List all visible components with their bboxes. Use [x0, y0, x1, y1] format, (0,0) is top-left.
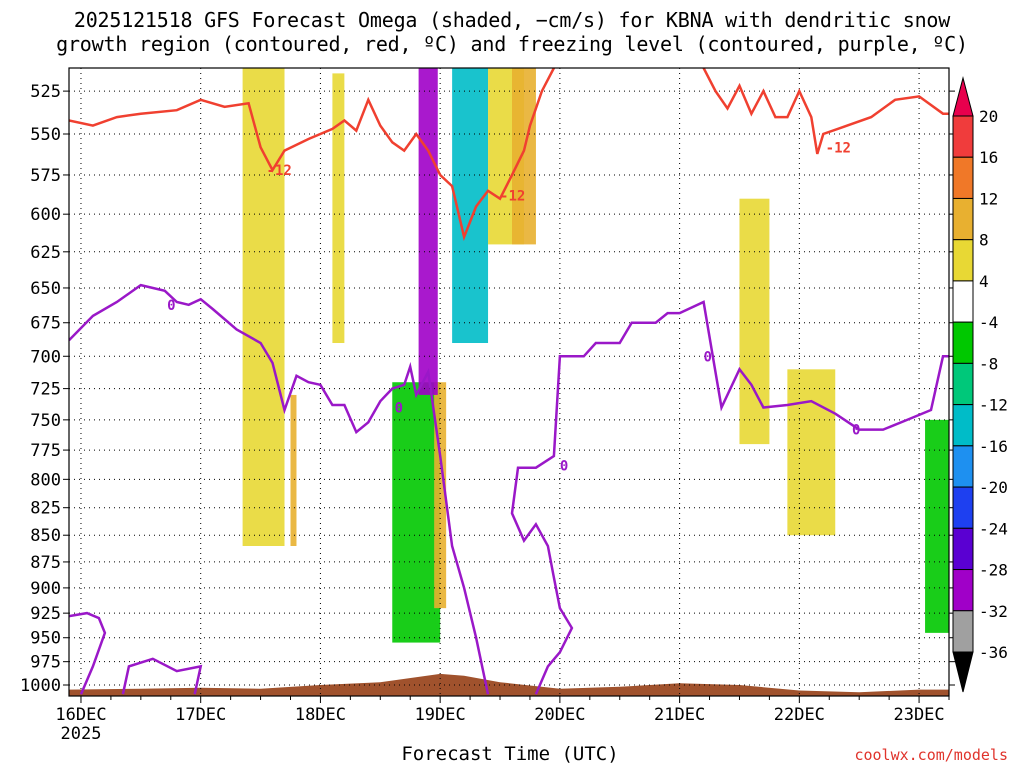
colorbar-swatch-7	[952, 362, 974, 406]
colorbar-tick--36: -36	[979, 643, 1008, 662]
x-tick-label-19DEC: 19DEC	[415, 705, 466, 725]
y-tick-label-575: 575	[30, 166, 61, 186]
dgz-contour-label-0: -12	[267, 163, 292, 179]
omega-region-10	[787, 369, 836, 536]
colorbar-swatch-4	[952, 239, 974, 282]
freezing-contour-left	[69, 283, 490, 695]
omega-region-9	[739, 198, 770, 445]
omega-region-6	[452, 68, 489, 344]
colorbar-tick-12: 12	[979, 189, 998, 208]
colorbar-tick--28: -28	[979, 561, 1008, 580]
y-tick-label-600: 600	[30, 205, 61, 225]
colorbar-top-arrow	[952, 76, 974, 117]
y-tick-label-650: 650	[30, 279, 61, 299]
colorbar-tick--4: -4	[979, 313, 998, 332]
y-tick-label-875: 875	[30, 553, 61, 573]
omega-region-3	[392, 382, 441, 643]
chart-title: 2025121518 GFS Forecast Omega (shaded, −…	[0, 8, 1024, 56]
omega-region-1	[290, 394, 297, 546]
x-axis-title: Forecast Time (UTC)	[401, 743, 619, 765]
freezing-contour-label-2: 0	[560, 458, 568, 474]
y-tick-label-825: 825	[30, 499, 61, 519]
freezing-contour-fragment-2	[121, 657, 203, 695]
freezing-contour-label-3: 0	[704, 349, 712, 365]
omega-shading-layer	[242, 68, 949, 643]
y-tick-label-525: 525	[30, 82, 61, 102]
y-tick-label-950: 950	[30, 629, 61, 649]
freezing-contour-right	[510, 300, 949, 695]
omega-region-4	[434, 382, 447, 609]
axes-layer: 525 550 575 600 625 650 675 700 725 750 775 800 825 8…	[20, 67, 955, 744]
x-tick-label-16DEC: 16DEC	[55, 705, 106, 725]
source-credit: coolwx.com/models	[854, 746, 1008, 764]
y-tick-label-900: 900	[30, 579, 61, 599]
colorbar-swatch-3	[952, 197, 974, 241]
colorbar-swatch-13	[952, 610, 974, 653]
y-tick-label-725: 725	[30, 380, 61, 400]
x-tick-label-21DEC: 21DEC	[654, 705, 705, 725]
freezing-contour-fragment-1	[69, 611, 107, 695]
plot-frame	[68, 67, 950, 697]
freezing-contour-label-4: 0	[852, 423, 860, 439]
y-tick-label-700: 700	[30, 347, 61, 367]
chart-title-line-1: 2025121518 GFS Forecast Omega (shaded, −…	[73, 8, 951, 32]
colorbar-swatch-5	[952, 280, 974, 323]
x-tick-label-18DEC: 18DEC	[295, 705, 346, 725]
dgz-contour-label-1: -12	[500, 189, 525, 205]
omega-region-5	[418, 68, 438, 395]
dgz-contour-label-2: -12	[826, 140, 851, 156]
y-tick-label-675: 675	[30, 314, 61, 334]
colorbar-bottom-arrow	[952, 651, 974, 693]
colorbar: 20 16 12 8 4 -4 -8 -12 -16 -20 -24 -28 -32 -36	[952, 76, 1008, 693]
omega-region-11	[925, 419, 949, 633]
omega-region-0	[242, 68, 285, 546]
colorbar-tick-8: 8	[979, 231, 989, 250]
colorbar-swatch-1	[952, 115, 974, 158]
colorbar-tick-4: 4	[979, 272, 989, 291]
colorbar-tick--20: -20	[979, 478, 1008, 497]
colorbar-swatch-6	[952, 321, 974, 364]
dgz-contour-left	[69, 68, 556, 242]
colorbar-tick-20: 20	[979, 107, 998, 126]
y-tick-label-800: 800	[30, 470, 61, 490]
x-year-label: 2025	[60, 724, 101, 744]
y-tick-label-550: 550	[30, 125, 61, 145]
colorbar-swatch-10	[952, 486, 974, 529]
omega-region-2	[332, 73, 345, 344]
colorbar-tick--8: -8	[979, 354, 998, 373]
freezing-contour-label-1: 0	[395, 400, 403, 416]
x-tick-label-22DEC: 22DEC	[774, 705, 825, 725]
colorbar-tick--16: -16	[979, 437, 1008, 456]
dgz-contour-right	[702, 68, 949, 155]
y-tick-label-975: 975	[30, 653, 61, 673]
y-tick-label-925: 925	[30, 604, 61, 624]
y-tick-label-750: 750	[30, 411, 61, 431]
contour-layer: -12 -12 -12 0 0 0 0 0	[69, 68, 949, 695]
colorbar-tick--32: -32	[979, 602, 1008, 621]
x-tick-label-20DEC: 20DEC	[534, 705, 585, 725]
y-tick-label-1000: 1000	[20, 676, 61, 696]
x-tick-label-17DEC: 17DEC	[175, 705, 226, 725]
freezing-contour-label-0: 0	[167, 298, 175, 314]
colorbar-tick--12: -12	[979, 396, 1008, 415]
colorbar-tick-16: 16	[979, 148, 998, 167]
colorbar-tick--24: -24	[979, 519, 1008, 538]
x-tick-label-23DEC: 23DEC	[893, 705, 944, 725]
y-tick-label-850: 850	[30, 526, 61, 546]
y-tick-label-625: 625	[30, 243, 61, 263]
colorbar-swatch-12	[952, 569, 974, 612]
chart-title-line-2: growth region (contoured, red, ºC) and f…	[56, 32, 968, 56]
omega-region-8	[511, 68, 536, 245]
grid-layer	[69, 68, 949, 696]
colorbar-swatch-9	[952, 445, 974, 488]
colorbar-swatch-11	[952, 527, 974, 571]
colorbar-swatch-2	[952, 156, 974, 199]
y-tick-label-775: 775	[30, 441, 61, 461]
colorbar-swatch-8	[952, 404, 974, 447]
